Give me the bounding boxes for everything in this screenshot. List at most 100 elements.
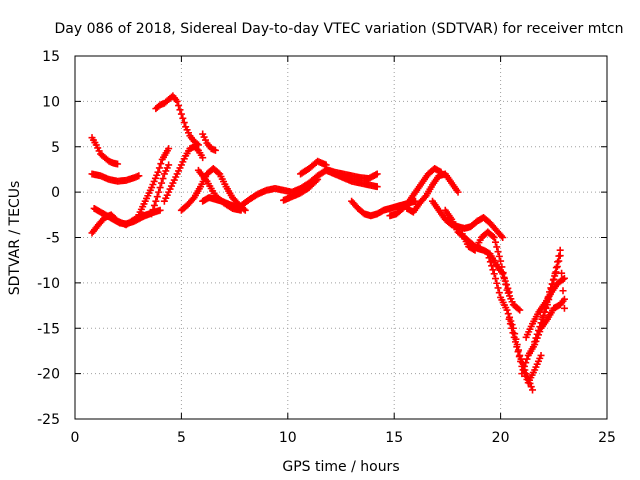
data-point-marker xyxy=(510,333,518,341)
data-point-marker xyxy=(149,206,157,214)
data-point-marker xyxy=(495,252,503,260)
data-point-marker xyxy=(498,263,506,271)
data-point-marker xyxy=(529,386,537,394)
data-point-marker xyxy=(556,252,564,260)
data-point-marker xyxy=(497,232,505,240)
data-point-marker xyxy=(165,161,173,169)
data-point-marker xyxy=(534,326,542,334)
x-tick-label: 10 xyxy=(279,430,297,446)
data-point-marker xyxy=(454,188,462,196)
data-point-marker xyxy=(514,348,522,356)
x-tick-label: 0 xyxy=(71,430,80,446)
data-point-marker xyxy=(511,338,519,346)
series-arc-e xyxy=(135,145,173,219)
series-arc-bb xyxy=(539,252,568,321)
data-point-marker xyxy=(552,268,560,276)
data-point-marker xyxy=(373,183,381,191)
data-point-marker xyxy=(214,169,222,177)
data-point-marker xyxy=(155,188,163,196)
data-point-marker xyxy=(373,170,381,178)
data-point-marker xyxy=(158,179,166,187)
data-point-marker xyxy=(490,270,498,278)
data-point-marker xyxy=(175,102,183,110)
data-point-marker xyxy=(532,334,540,342)
data-point-marker xyxy=(499,269,507,277)
data-point-marker xyxy=(312,177,320,185)
chart-title: Day 086 of 2018, Sidereal Day-to-day VTE… xyxy=(55,21,624,37)
data-point-marker xyxy=(555,257,563,265)
y-tick-label: -5 xyxy=(46,231,60,247)
data-point-marker xyxy=(500,275,508,283)
data-point-marker xyxy=(494,248,502,256)
data-point-marker xyxy=(199,154,207,162)
data-point-marker xyxy=(154,168,162,176)
data-point-marker xyxy=(542,303,550,311)
data-point-marker xyxy=(527,383,535,391)
data-point-marker xyxy=(211,146,219,154)
data-point-marker xyxy=(519,366,527,374)
data-point-marker xyxy=(518,370,526,378)
data-point-marker xyxy=(515,353,523,361)
series-arc-l xyxy=(199,130,219,154)
data-point-marker xyxy=(485,254,493,262)
data-point-marker xyxy=(558,269,566,277)
data-point-marker xyxy=(533,330,541,338)
data-point-marker xyxy=(503,306,511,314)
data-point-marker xyxy=(488,262,496,270)
x-tick-label: 25 xyxy=(598,430,616,446)
data-point-marker xyxy=(516,306,524,314)
data-point-marker xyxy=(114,160,122,168)
data-points xyxy=(88,92,568,394)
data-point-marker xyxy=(173,97,181,105)
data-point-marker xyxy=(494,284,502,292)
data-point-marker xyxy=(135,172,143,180)
data-point-marker xyxy=(505,315,513,323)
data-point-marker xyxy=(547,284,555,292)
data-point-marker xyxy=(189,195,197,203)
series-arc-p xyxy=(322,165,381,183)
data-point-marker xyxy=(499,234,507,241)
data-point-marker xyxy=(560,295,568,303)
y-axis-ticks: 15 10 5 0 -5 -10 -15 -20 -25 xyxy=(37,49,607,428)
data-point-marker xyxy=(152,197,160,205)
data-point-marker xyxy=(177,110,185,118)
data-point-marker xyxy=(509,329,517,337)
data-point-marker xyxy=(553,263,561,271)
data-point-marker xyxy=(539,313,547,321)
data-point-marker xyxy=(537,319,545,327)
series-arc-k xyxy=(199,194,245,213)
data-point-marker xyxy=(523,355,531,363)
data-point-marker xyxy=(551,272,559,280)
data-point-marker xyxy=(560,274,568,282)
data-point-marker xyxy=(489,266,497,274)
data-point-marker xyxy=(493,279,501,287)
series-arc-v xyxy=(458,228,524,314)
y-tick-label: -15 xyxy=(37,321,60,337)
data-point-marker xyxy=(156,184,164,192)
data-point-marker xyxy=(493,243,501,251)
data-point-marker xyxy=(522,372,530,380)
data-point-marker xyxy=(549,276,557,284)
data-point-marker xyxy=(514,305,522,313)
data-point-marker xyxy=(491,238,499,246)
y-axis-label: SDTVAR / TECUs xyxy=(7,181,23,296)
data-point-marker xyxy=(536,323,544,331)
x-tick-label: 5 xyxy=(177,430,186,446)
data-point-marker xyxy=(559,275,567,283)
data-point-marker xyxy=(495,289,503,297)
data-point-marker xyxy=(156,206,164,214)
data-point-marker xyxy=(484,250,492,258)
data-point-marker xyxy=(490,234,498,241)
x-tick-label: 20 xyxy=(492,430,510,446)
data-point-marker xyxy=(148,210,156,218)
x-axis-ticks: 0 5 10 15 20 25 xyxy=(71,56,616,446)
data-point-marker xyxy=(159,175,167,183)
data-point-marker xyxy=(537,351,545,359)
data-point-marker xyxy=(421,193,429,201)
data-point-marker xyxy=(540,308,548,316)
x-axis-label: GPS time / hours xyxy=(282,459,399,475)
data-point-marker xyxy=(176,106,184,114)
data-point-marker xyxy=(506,320,514,328)
data-point-marker xyxy=(508,324,516,332)
